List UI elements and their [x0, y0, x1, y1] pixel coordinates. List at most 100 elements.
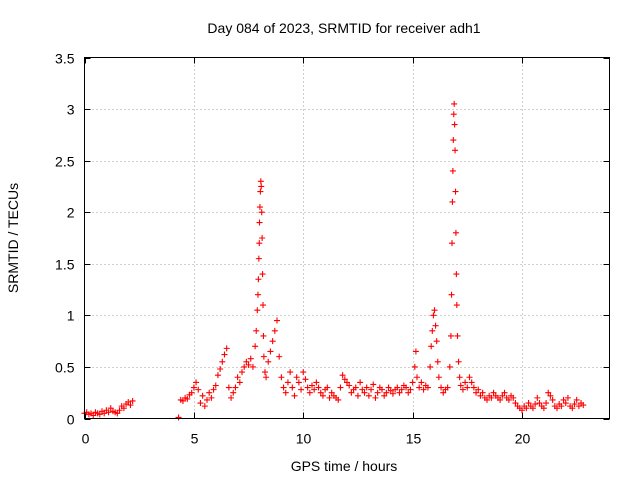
- data-point: [232, 384, 239, 391]
- data-point: [470, 384, 477, 391]
- data-point: [416, 384, 423, 391]
- data-point: [120, 405, 127, 412]
- data-point: [243, 358, 250, 365]
- data-point: [260, 353, 267, 360]
- data-point: [247, 355, 254, 362]
- data-point: [293, 374, 300, 381]
- data-point: [450, 137, 457, 144]
- x-tick-label: 15: [406, 431, 422, 447]
- data-point: [359, 386, 366, 393]
- y-tick-label: 2.5: [55, 154, 75, 170]
- data-point: [428, 343, 435, 350]
- data-point: [96, 411, 103, 418]
- grid-lines: [84, 57, 610, 419]
- data-point: [193, 379, 200, 386]
- data-point: [523, 405, 530, 412]
- data-point: [201, 403, 208, 410]
- data-point: [536, 400, 543, 407]
- data-point: [372, 394, 379, 401]
- data-point: [260, 302, 266, 309]
- data-point: [452, 188, 459, 195]
- data-point: [407, 386, 414, 393]
- x-tick-label: 0: [82, 431, 90, 447]
- data-point: [451, 121, 458, 128]
- y-tick-label: 1.5: [55, 257, 75, 273]
- data-point: [452, 229, 459, 236]
- data-point: [512, 400, 519, 407]
- data-point: [295, 379, 302, 386]
- data-point: [412, 348, 419, 355]
- data-point: [221, 351, 228, 358]
- data-point: [354, 392, 361, 399]
- data-point: [405, 389, 412, 396]
- data-point: [230, 389, 237, 396]
- data-point: [381, 392, 388, 399]
- data-point: [448, 291, 455, 298]
- data-point: [374, 389, 381, 396]
- data-point: [289, 384, 296, 391]
- data-point: [256, 240, 263, 247]
- data-point: [197, 400, 204, 407]
- data-point: [217, 365, 224, 372]
- data-point: [341, 376, 348, 383]
- data-point: [184, 395, 191, 402]
- data-point: [190, 384, 197, 391]
- data-point: [101, 410, 108, 417]
- data-point: [291, 392, 298, 399]
- data-point: [212, 382, 219, 389]
- data-point: [398, 386, 405, 393]
- data-point: [475, 386, 482, 393]
- data-point: [549, 396, 556, 403]
- y-tick-label: 3.5: [55, 51, 75, 67]
- data-point: [571, 401, 578, 408]
- data-point: [525, 400, 532, 407]
- data-point: [560, 396, 567, 403]
- data-point: [188, 389, 195, 396]
- data-point: [473, 389, 480, 396]
- data-point: [252, 343, 259, 350]
- y-tick-label: 1: [67, 308, 75, 324]
- data-point: [352, 384, 359, 391]
- data-point: [175, 414, 182, 421]
- data-point: [394, 384, 401, 391]
- data-point: [368, 386, 375, 393]
- data-point: [225, 384, 232, 391]
- data-point: [114, 410, 121, 417]
- data-point: [284, 379, 291, 386]
- data-point: [304, 384, 311, 391]
- data-point: [313, 379, 320, 386]
- data-point: [256, 219, 263, 226]
- plot-frame: [84, 57, 610, 419]
- data-point: [409, 379, 416, 386]
- data-point: [276, 353, 283, 360]
- data-point: [326, 394, 333, 401]
- data-point: [328, 389, 335, 396]
- data-point: [519, 407, 525, 414]
- y-tick-labels: 0 0.5 1 1.5 2 2.5 3 3.5: [55, 51, 75, 428]
- data-point: [337, 384, 344, 391]
- data-point: [455, 358, 462, 365]
- data-point: [348, 389, 355, 396]
- data-point: [254, 291, 261, 298]
- data-point: [129, 397, 136, 404]
- data-point: [302, 376, 309, 383]
- data-point: [260, 332, 267, 339]
- x-tick-labels: 0 5 10 15 20: [82, 431, 531, 447]
- data-point: [105, 409, 112, 416]
- data-point: [298, 386, 305, 393]
- data-point: [444, 384, 451, 391]
- data-point: [453, 302, 460, 309]
- data-point: [414, 374, 420, 381]
- data-point: [241, 363, 248, 370]
- data-point: [127, 402, 134, 409]
- data-point: [339, 372, 346, 379]
- data-point: [420, 386, 427, 393]
- y-tick-label: 3: [67, 102, 75, 118]
- data-point: [255, 255, 262, 262]
- data-point: [468, 379, 475, 386]
- data-point: [346, 382, 353, 389]
- data-point: [256, 204, 263, 211]
- data-point: [427, 363, 434, 370]
- data-point: [271, 327, 278, 334]
